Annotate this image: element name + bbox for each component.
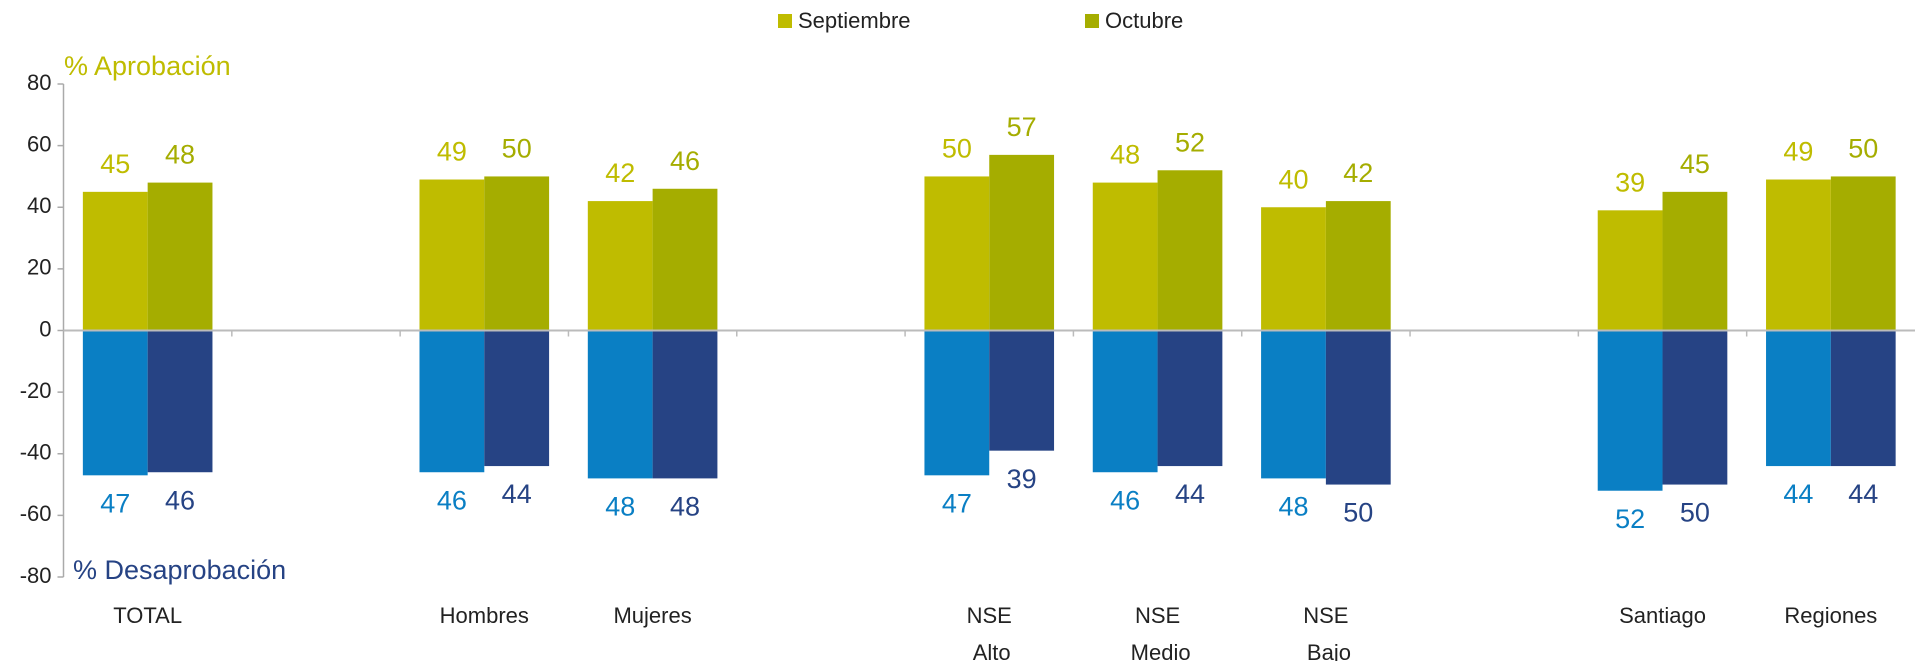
bar	[989, 154, 1055, 331]
x-tick-label: NSE Medio	[1125, 603, 1191, 661]
y-tick-label: -60	[20, 501, 52, 526]
value-label: 49	[437, 137, 467, 167]
value-label: 45	[100, 149, 130, 179]
value-label: 47	[942, 488, 972, 518]
bar	[587, 201, 653, 331]
bar	[652, 330, 718, 479]
y-tick-label: -20	[20, 378, 52, 403]
y-tick-label: 80	[27, 70, 51, 95]
bar	[1830, 176, 1896, 331]
value-label: 50	[502, 134, 532, 164]
bar	[924, 176, 990, 331]
value-label: 48	[1110, 140, 1140, 170]
value-label: 52	[1175, 127, 1205, 157]
value-label: 46	[670, 146, 700, 176]
value-label: 46	[165, 485, 195, 515]
value-label: 48	[670, 492, 700, 522]
legend-swatch	[1085, 14, 1099, 28]
value-label: 44	[1783, 479, 1813, 509]
bar	[1261, 330, 1326, 479]
bar	[1766, 330, 1831, 467]
value-label: 44	[1175, 479, 1205, 509]
value-label: 46	[1110, 485, 1140, 515]
value-label: 57	[1007, 112, 1037, 142]
y-tick-label: 60	[27, 131, 51, 156]
value-label: 50	[1343, 498, 1373, 528]
value-label: 46	[437, 485, 467, 515]
bar	[1766, 179, 1831, 331]
value-label: 42	[605, 158, 635, 188]
bar	[419, 330, 485, 473]
value-label: 39	[1007, 464, 1037, 494]
value-label: 44	[1848, 479, 1878, 509]
x-tick-label: Regiones	[1784, 603, 1877, 628]
x-tick-label: Mujeres	[613, 603, 691, 628]
x-tick-label: Hombres	[440, 603, 529, 628]
value-label: 48	[605, 492, 635, 522]
x-tick-label: NSE Alto	[967, 603, 1012, 661]
axis-title: % Aprobación	[64, 51, 231, 81]
bar	[1325, 201, 1391, 331]
bar	[1597, 330, 1663, 491]
bar	[484, 330, 550, 467]
bar	[484, 176, 550, 331]
value-label: 50	[1680, 498, 1710, 528]
bar	[82, 191, 148, 331]
y-tick-label: 40	[27, 193, 51, 218]
value-label: 40	[1278, 164, 1308, 194]
bar	[1662, 191, 1728, 331]
value-label: 50	[1848, 134, 1878, 164]
value-label: 49	[1783, 137, 1813, 167]
value-label: 47	[100, 488, 130, 518]
y-tick-label: -80	[20, 563, 52, 588]
bar	[1092, 330, 1158, 473]
bar	[1261, 207, 1326, 331]
y-tick-label: 20	[27, 255, 51, 280]
bar	[1597, 210, 1663, 331]
value-label: 52	[1615, 504, 1645, 534]
bar	[1830, 330, 1896, 467]
bar	[1325, 330, 1391, 485]
value-label: 48	[1278, 492, 1308, 522]
value-label: 48	[165, 140, 195, 170]
x-tick-label: Santiago	[1619, 603, 1706, 628]
bar	[147, 330, 213, 473]
bar	[587, 330, 653, 479]
value-label: 50	[942, 134, 972, 164]
value-label: 44	[502, 479, 532, 509]
bar	[989, 330, 1055, 451]
y-tick-label: -40	[20, 440, 52, 465]
axis-title: % Desaprobación	[73, 555, 286, 585]
bar	[419, 179, 485, 331]
bar	[1662, 330, 1728, 485]
bar	[82, 330, 148, 476]
bar	[147, 182, 213, 331]
bar	[924, 330, 990, 476]
x-tick-label: NSE Bajo	[1301, 603, 1351, 661]
y-tick-label: 0	[39, 316, 51, 341]
bar	[1157, 170, 1223, 331]
bar	[1157, 330, 1223, 467]
legend-swatch	[778, 14, 792, 28]
bar	[652, 188, 718, 331]
bar	[1092, 182, 1158, 331]
legend-label: Septiembre	[798, 8, 911, 33]
value-label: 39	[1615, 167, 1645, 197]
value-label: 42	[1343, 158, 1373, 188]
x-tick-label: TOTAL	[113, 603, 182, 628]
legend-label: Octubre	[1105, 8, 1183, 33]
value-label: 45	[1680, 149, 1710, 179]
